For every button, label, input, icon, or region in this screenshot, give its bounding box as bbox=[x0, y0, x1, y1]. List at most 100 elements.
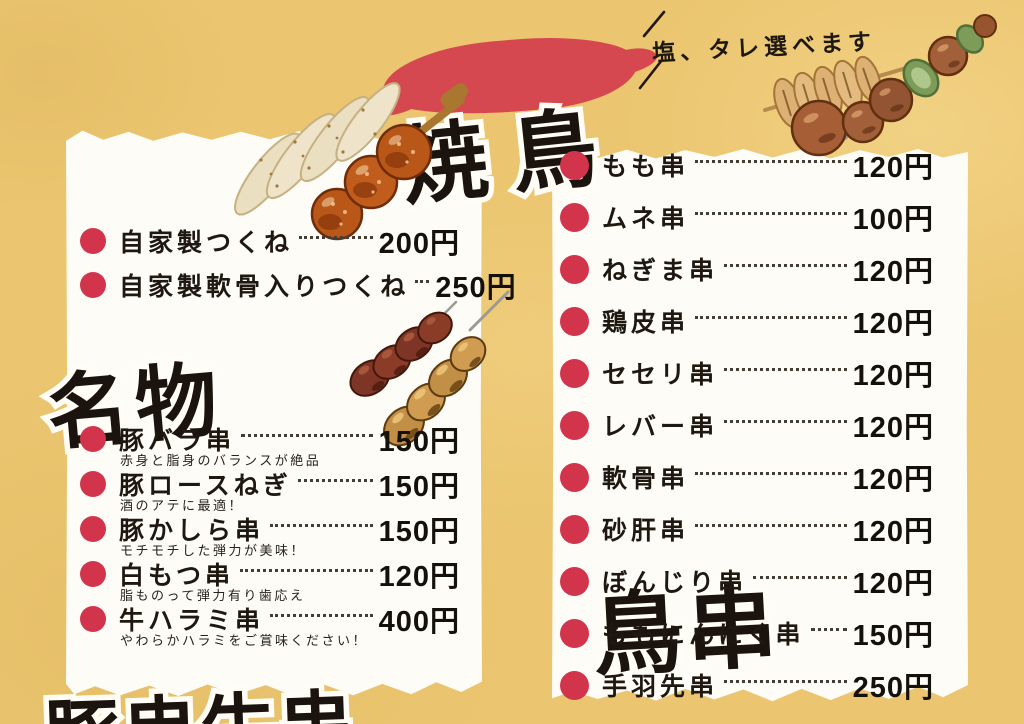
item-price: 150円 bbox=[378, 471, 460, 503]
item-price: 150円 bbox=[378, 516, 460, 548]
item-name: 自家製つくね bbox=[119, 229, 294, 257]
menu-item-row: 豚かしら串 150円 bbox=[80, 514, 460, 548]
red-dot-bullet-icon bbox=[80, 228, 106, 254]
dotted-leader bbox=[810, 628, 847, 631]
item-note: 脂ものって弾力有り歯応え bbox=[120, 588, 306, 603]
chicken-negima-skewer-illustration bbox=[763, 14, 997, 157]
item-price: 120円 bbox=[852, 412, 934, 444]
red-dot-bullet-icon bbox=[80, 426, 106, 452]
dotted-leader bbox=[270, 524, 373, 527]
dotted-leader bbox=[753, 576, 847, 579]
dotted-leader bbox=[724, 264, 847, 267]
item-name: ねぎま串 bbox=[602, 257, 719, 285]
dotted-leader bbox=[724, 420, 847, 423]
red-dot-bullet-icon bbox=[80, 516, 106, 542]
item-price: 120円 bbox=[852, 152, 934, 184]
dotted-leader bbox=[695, 316, 847, 319]
red-dot-bullet-icon bbox=[560, 618, 589, 648]
red-dot-bullet-icon bbox=[560, 514, 589, 544]
item-note: 赤身と脂身のバランスが絶品 bbox=[120, 453, 322, 468]
menu-item-row: 自家製つくね 200円 bbox=[80, 226, 460, 260]
red-dot-bullet-icon bbox=[560, 150, 589, 180]
menu-item: セセリ串 120円 bbox=[560, 358, 934, 392]
menu-item: 自家製つくね 200円 bbox=[80, 226, 460, 260]
item-price: 120円 bbox=[852, 256, 934, 288]
menu-item-row: 牛ハラミ串 400円 bbox=[80, 604, 460, 638]
menu-item-row: セセリ串 120円 bbox=[560, 358, 934, 392]
menu-item-row: レバー串 120円 bbox=[560, 410, 934, 444]
menu-item: 自家製軟骨入りつくね 250円 bbox=[80, 270, 516, 304]
item-name: 自家製軟骨入りつくね bbox=[119, 273, 410, 301]
dotted-leader bbox=[695, 524, 847, 527]
red-dot-bullet-icon bbox=[80, 471, 106, 497]
item-name: レバー串 bbox=[602, 413, 719, 441]
menu-item: ぼんじり串 120円 bbox=[560, 566, 934, 600]
menu-item: ムネ串 100円 bbox=[560, 202, 934, 236]
item-name: セセリ串 bbox=[602, 361, 719, 389]
menu-item: 白もつ串 120円 脂ものって弾力有り歯応え bbox=[80, 559, 460, 604]
item-name: 軟骨串 bbox=[602, 465, 690, 493]
menu-item-row: 自家製軟骨入りつくね 250円 bbox=[80, 270, 516, 304]
item-price: 100円 bbox=[852, 204, 934, 236]
item-name: ぼんじり串 bbox=[602, 569, 748, 597]
menu-item-row: 手羽先串 250円 bbox=[560, 670, 934, 704]
butagyu-item-list: 豚バラ串 150円 赤身と脂身のバランスが絶品 豚ロースねぎ 150円 酒のアテに最適！豚… bbox=[80, 424, 460, 649]
item-price: 120円 bbox=[852, 464, 934, 496]
item-name: 豚かしら串 bbox=[119, 517, 265, 545]
red-dot-bullet-icon bbox=[80, 561, 106, 587]
item-price: 150円 bbox=[378, 426, 460, 458]
item-name: 鶏皮串 bbox=[602, 309, 690, 337]
item-name: もも串 bbox=[602, 153, 690, 181]
red-dot-bullet-icon bbox=[560, 254, 589, 284]
item-price: 120円 bbox=[852, 360, 934, 392]
item-price: 150円 bbox=[852, 620, 934, 652]
dotted-leader bbox=[695, 160, 847, 163]
menu-item-row: もも串 120円 bbox=[560, 150, 934, 184]
accent-slash-marks-icon bbox=[638, 10, 666, 90]
dotted-leader bbox=[724, 368, 847, 371]
menu-item-row: ムネ串 100円 bbox=[560, 202, 934, 236]
menu-item-row: ぼんじり串 120円 bbox=[560, 566, 934, 600]
item-name: 豚バラ串 bbox=[119, 427, 236, 455]
menu-item-row: 豚バラ串 150円 bbox=[80, 424, 460, 458]
dotted-leader bbox=[695, 472, 847, 475]
torigushi-item-list: もも串 120円 ムネ串 100円 ねぎま串 120円 鶏皮串 120円 セセリ串 120円 レバー… bbox=[560, 150, 934, 722]
red-dot-bullet-icon bbox=[560, 410, 589, 440]
item-note: 酒のアテに最適！ bbox=[120, 498, 245, 513]
item-price: 400円 bbox=[378, 606, 460, 638]
menu-item: 豚バラ串 150円赤身と脂身のバランスが絶品 bbox=[80, 424, 460, 469]
red-dot-bullet-icon bbox=[80, 272, 106, 298]
menu-item: レバー串 120円 bbox=[560, 410, 934, 444]
item-name: ももにんにく串 bbox=[602, 621, 805, 649]
red-dot-bullet-icon bbox=[560, 358, 589, 388]
item-price: 120円 bbox=[852, 308, 934, 340]
dotted-leader bbox=[415, 280, 430, 283]
menu-item: 砂肝串 120円 bbox=[560, 514, 934, 548]
dotted-leader bbox=[270, 614, 373, 617]
item-name: 豚ロースねぎ bbox=[119, 472, 292, 500]
dotted-leader bbox=[241, 434, 373, 437]
meibutsu-item-list: 自家製つくね 200円自家製軟骨入りつくね 250円 bbox=[80, 226, 516, 314]
menu-item: 豚ロースねぎ 150円酒のアテに最適！ bbox=[80, 469, 460, 514]
item-price: 120円 bbox=[852, 516, 934, 548]
menu-item: ねぎま串 120円 bbox=[560, 254, 934, 288]
menu-item: ももにんにく串 150円 bbox=[560, 618, 934, 652]
red-dot-bullet-icon bbox=[560, 306, 589, 336]
red-dot-bullet-icon bbox=[560, 566, 589, 596]
menu-item-row: ももにんにく串 150円 bbox=[560, 618, 934, 652]
dotted-leader bbox=[299, 236, 373, 239]
item-name: ムネ串 bbox=[602, 205, 690, 233]
menu-item: もも串 120円 bbox=[560, 150, 934, 184]
menu-item: 豚かしら串 150円モチモチした弾力が美味！ bbox=[80, 514, 460, 559]
tsukune-skewer-illustration bbox=[234, 82, 469, 241]
item-note: モチモチした弾力が美味！ bbox=[120, 543, 307, 558]
item-price: 120円 bbox=[852, 568, 934, 600]
red-dot-bullet-icon bbox=[560, 670, 589, 700]
menu-item-row: 豚ロースねぎ 150円 bbox=[80, 469, 460, 503]
item-price: 200円 bbox=[378, 228, 460, 260]
item-name: 砂肝串 bbox=[602, 517, 690, 545]
red-dot-bullet-icon bbox=[560, 202, 589, 232]
menu-item-row: 白もつ串 120円 bbox=[80, 559, 460, 593]
menu-item: 牛ハラミ串 400円 やわらかハラミをご賞味ください！ bbox=[80, 604, 460, 649]
